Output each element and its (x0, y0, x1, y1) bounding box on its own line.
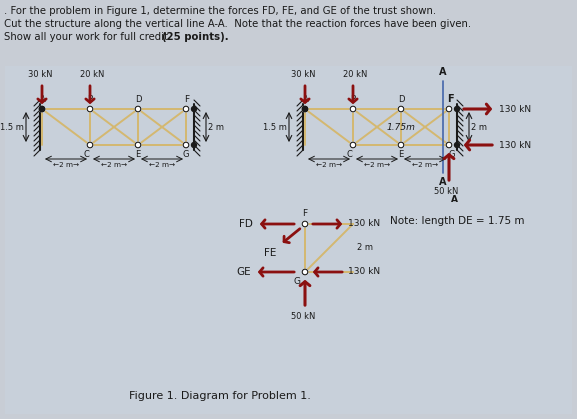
Circle shape (302, 106, 308, 112)
Text: 130 kN: 130 kN (499, 104, 531, 114)
Text: Cut the structure along the vertical line A-A.  Note that the reaction forces ha: Cut the structure along the vertical lin… (4, 19, 471, 29)
Circle shape (87, 106, 93, 112)
Circle shape (87, 142, 93, 148)
Circle shape (192, 106, 197, 111)
Text: ←2 m→: ←2 m→ (101, 162, 127, 168)
Text: A: A (451, 195, 458, 204)
Text: . For the problem in Figure 1, determine the forces FD, FE, and GE of the trust : . For the problem in Figure 1, determine… (4, 6, 436, 16)
Circle shape (302, 269, 308, 275)
Text: FD: FD (239, 219, 253, 229)
Circle shape (135, 142, 141, 148)
Text: 50 kN: 50 kN (291, 312, 315, 321)
Circle shape (302, 221, 308, 227)
Text: 50 kN: 50 kN (434, 187, 458, 196)
Text: ←2 m→: ←2 m→ (364, 162, 390, 168)
Text: (25 points).: (25 points). (162, 32, 228, 42)
Text: ←2 m→: ←2 m→ (149, 162, 175, 168)
Text: Figure 1. Diagram for Problem 1.: Figure 1. Diagram for Problem 1. (129, 391, 311, 401)
Text: B: B (350, 95, 356, 104)
Text: 130 kN: 130 kN (348, 220, 380, 228)
Text: 20 kN: 20 kN (343, 70, 367, 79)
Text: 2 m: 2 m (208, 122, 224, 132)
Text: A: A (40, 95, 46, 104)
Text: C: C (83, 150, 89, 159)
Text: F: F (302, 209, 308, 218)
Text: B: B (87, 95, 93, 104)
Circle shape (302, 106, 308, 111)
Circle shape (39, 106, 44, 111)
Text: 2 m: 2 m (357, 243, 373, 253)
FancyBboxPatch shape (5, 66, 572, 414)
Circle shape (192, 142, 197, 147)
Circle shape (350, 106, 356, 112)
Text: 20 kN: 20 kN (80, 70, 104, 79)
Text: 130 kN: 130 kN (348, 267, 380, 277)
Circle shape (446, 142, 452, 148)
Circle shape (398, 106, 404, 112)
Text: Show all your work for full credit.: Show all your work for full credit. (4, 32, 175, 42)
Circle shape (455, 106, 459, 111)
Text: C: C (346, 150, 352, 159)
Text: F: F (447, 94, 454, 104)
Text: 130 kN: 130 kN (499, 140, 531, 150)
Text: ←2 m→: ←2 m→ (412, 162, 438, 168)
Text: 2 m: 2 m (471, 122, 487, 132)
Text: ←2 m→: ←2 m→ (53, 162, 79, 168)
Text: G: G (293, 277, 300, 286)
Circle shape (183, 142, 189, 148)
Text: 1.75m: 1.75m (387, 122, 415, 132)
Circle shape (183, 106, 189, 112)
Text: GE: GE (237, 267, 251, 277)
Text: Note: length DE = 1.75 m: Note: length DE = 1.75 m (390, 216, 524, 226)
Text: A: A (439, 177, 447, 187)
Circle shape (398, 142, 404, 148)
Circle shape (446, 106, 452, 112)
Text: G: G (449, 150, 455, 159)
Text: D: D (398, 95, 404, 104)
Text: FE: FE (264, 248, 276, 258)
Text: A: A (303, 95, 309, 104)
Text: G: G (183, 150, 189, 159)
Text: E: E (398, 150, 404, 159)
Circle shape (135, 106, 141, 112)
Text: 1.5 m: 1.5 m (0, 122, 24, 132)
Text: 30 kN: 30 kN (291, 70, 315, 79)
Circle shape (455, 142, 459, 147)
Circle shape (350, 142, 356, 148)
Text: 1.5 m: 1.5 m (263, 122, 287, 132)
Text: F: F (185, 95, 190, 104)
Text: A: A (439, 67, 447, 77)
Circle shape (39, 106, 45, 112)
Text: ←2 m→: ←2 m→ (316, 162, 342, 168)
Text: E: E (136, 150, 141, 159)
Text: D: D (135, 95, 141, 104)
Text: 30 kN: 30 kN (28, 70, 53, 79)
